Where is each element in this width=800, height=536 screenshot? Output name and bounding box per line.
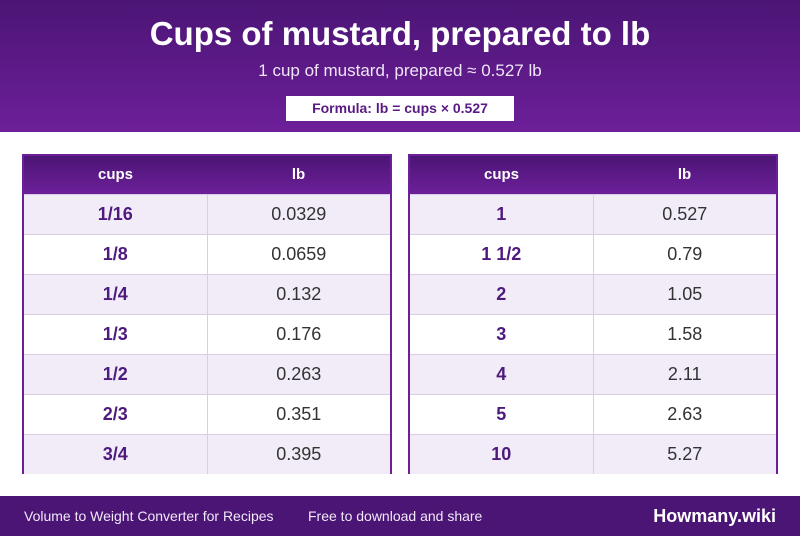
column-header-lb: lb — [677, 166, 692, 183]
lb-cell: 0.0659 — [271, 244, 327, 264]
conversion-table-right: cups lb 1 0.527 1 1/2 0.79 2 1.05 3 1.58 4 2.… — [408, 154, 778, 474]
table-row: 3 1.58 — [410, 314, 776, 354]
lb-cell: 0.395 — [276, 444, 322, 464]
cups-cell: 2/3 — [24, 395, 208, 434]
table-row: 3/4 0.395 — [24, 434, 390, 474]
column-header-lb: lb — [291, 166, 306, 183]
lb-cell: 5.27 — [667, 444, 703, 464]
header-banner: Cups of mustard, prepared to lb 1 cup of… — [0, 0, 800, 132]
cups-cell: 1/3 — [24, 315, 208, 354]
cups-cell: 1/16 — [24, 195, 208, 234]
table-row: 1/4 0.132 — [24, 274, 390, 314]
table-row: 1 0.527 — [410, 194, 776, 234]
table-row: 1/8 0.0659 — [24, 234, 390, 274]
table-row: 5 2.63 — [410, 394, 776, 434]
cups-cell: 1/8 — [24, 235, 208, 274]
cups-cell: 1/2 — [24, 355, 208, 394]
table-row: 1/2 0.263 — [24, 354, 390, 394]
lb-cell: 0.132 — [276, 284, 322, 304]
cups-cell: 1 — [410, 195, 594, 234]
cups-cell: 1 1/2 — [410, 235, 594, 274]
table-body: 1/16 0.0329 1/8 0.0659 1/4 0.132 1/3 0.176 1… — [24, 194, 390, 474]
lb-cell: 0.176 — [276, 324, 322, 344]
table-row: 4 2.11 — [410, 354, 776, 394]
lb-cell: 0.79 — [667, 244, 703, 264]
footer-share-text: Free to download and share — [308, 508, 483, 524]
table-row: 1 1/2 0.79 — [410, 234, 776, 274]
lb-cell: 0.527 — [662, 204, 708, 224]
table-header: cups lb — [410, 156, 776, 194]
lb-cell: 1.05 — [667, 284, 703, 304]
page-title: Cups of mustard, prepared to lb — [149, 15, 651, 52]
cups-cell: 4 — [410, 355, 594, 394]
lb-cell: 2.11 — [667, 364, 702, 384]
table-body: 1 0.527 1 1/2 0.79 2 1.05 3 1.58 4 2.11 5 2.63… — [410, 194, 776, 474]
table-row: 1/3 0.176 — [24, 314, 390, 354]
lb-cell: 2.63 — [667, 404, 703, 424]
conversion-table-left: cups lb 1/16 0.0329 1/8 0.0659 1/4 0.132 1/… — [22, 154, 392, 474]
cups-cell: 3/4 — [24, 435, 208, 474]
lb-cell: 0.351 — [276, 404, 322, 424]
lb-cell: 0.0329 — [271, 204, 327, 224]
table-header: cups lb — [24, 156, 390, 194]
lb-cell: 0.263 — [276, 364, 322, 384]
cups-cell: 10 — [410, 435, 594, 474]
table-row: 1/16 0.0329 — [24, 194, 390, 234]
lb-cell: 1.58 — [667, 324, 703, 344]
cups-cell: 5 — [410, 395, 594, 434]
column-header-cups: cups — [97, 166, 133, 183]
column-header-cups: cups — [483, 166, 519, 183]
table-row: 2 1.05 — [410, 274, 776, 314]
brand-logo[interactable]: Howmany.wiki — [653, 506, 776, 526]
footer-converter-text: Volume to Weight Converter for Recipes — [24, 508, 274, 524]
table-row: 10 5.27 — [410, 434, 776, 474]
cups-cell: 3 — [410, 315, 594, 354]
footer-bar: Volume to Weight Converter for Recipes F… — [0, 496, 800, 536]
formula-badge: Formula: lb = cups × 0.527 — [286, 96, 514, 121]
cups-cell: 2 — [410, 275, 594, 314]
table-row: 2/3 0.351 — [24, 394, 390, 434]
page-subtitle: 1 cup of mustard, prepared ≈ 0.527 lb — [258, 61, 542, 80]
cups-cell: 1/4 — [24, 275, 208, 314]
